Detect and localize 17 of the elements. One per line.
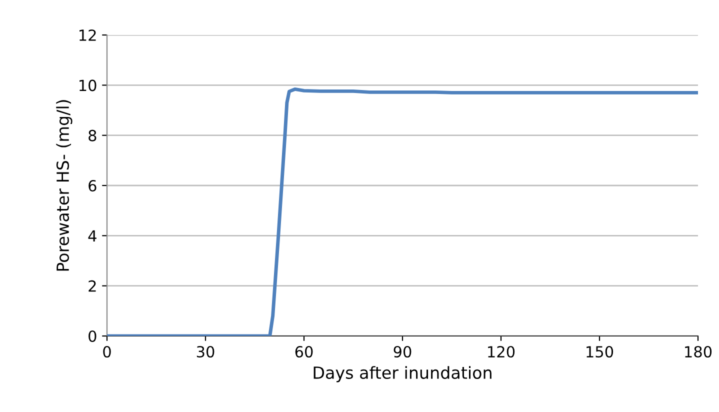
x-tick-label: 0 (103, 346, 111, 358)
x-tick-label: 30 (196, 346, 214, 358)
y-axis-title: Porewater HS- (mg/l) (56, 100, 72, 271)
line-series (107, 87, 698, 336)
x-tick-label: 60 (295, 346, 313, 358)
y-tick-label: 12 (80, 29, 96, 41)
x-axis-title: Days after inundation (314, 366, 492, 382)
x-tick-label: 90 (394, 346, 412, 358)
y-tick-label: 6 (88, 180, 96, 192)
x-tick-label: 180 (685, 346, 712, 358)
y-tick-label: 2 (88, 280, 96, 292)
y-tick-label: 8 (88, 130, 96, 142)
x-tick-label: 150 (586, 346, 614, 358)
x-tick-label: 120 (488, 346, 515, 358)
y-tick-label: 4 (88, 230, 96, 242)
y-tick-label: 10 (80, 80, 96, 92)
y-tick-label: 0 (88, 330, 96, 342)
